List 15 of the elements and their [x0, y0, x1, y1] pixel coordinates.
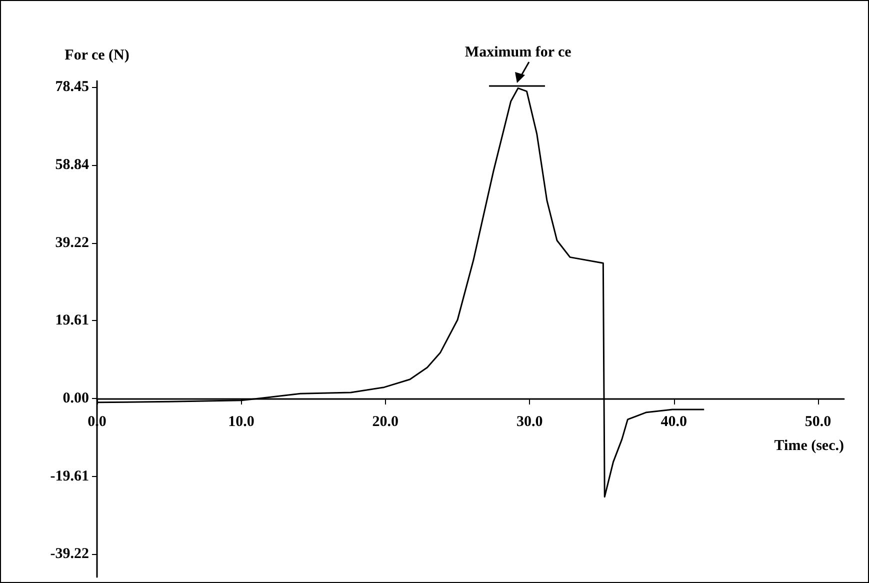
y-tick-label: 58.84: [55, 156, 90, 173]
x-tick-label: 30.0: [516, 414, 543, 430]
annotation: Maximum for ce: [464, 44, 572, 61]
x-tick-label: 10.0: [228, 414, 254, 430]
y-axis-title: For ce (N): [64, 48, 130, 64]
x-tick-label: 40.0: [660, 414, 687, 430]
y-tick-label: 39.22: [55, 234, 89, 251]
x-tick-label: 20.0: [372, 414, 399, 430]
x-axis-title: Time (sec.): [774, 438, 844, 454]
y-tick-label: -39.22: [50, 546, 89, 562]
y-tick-label: -19.61: [50, 468, 89, 484]
x-tick-label: 50.0: [804, 414, 832, 430]
y-tick-label: 19.61: [55, 312, 89, 329]
y-tick-label: 0.00: [62, 390, 89, 406]
y-tick-label: 78.45: [55, 79, 89, 96]
